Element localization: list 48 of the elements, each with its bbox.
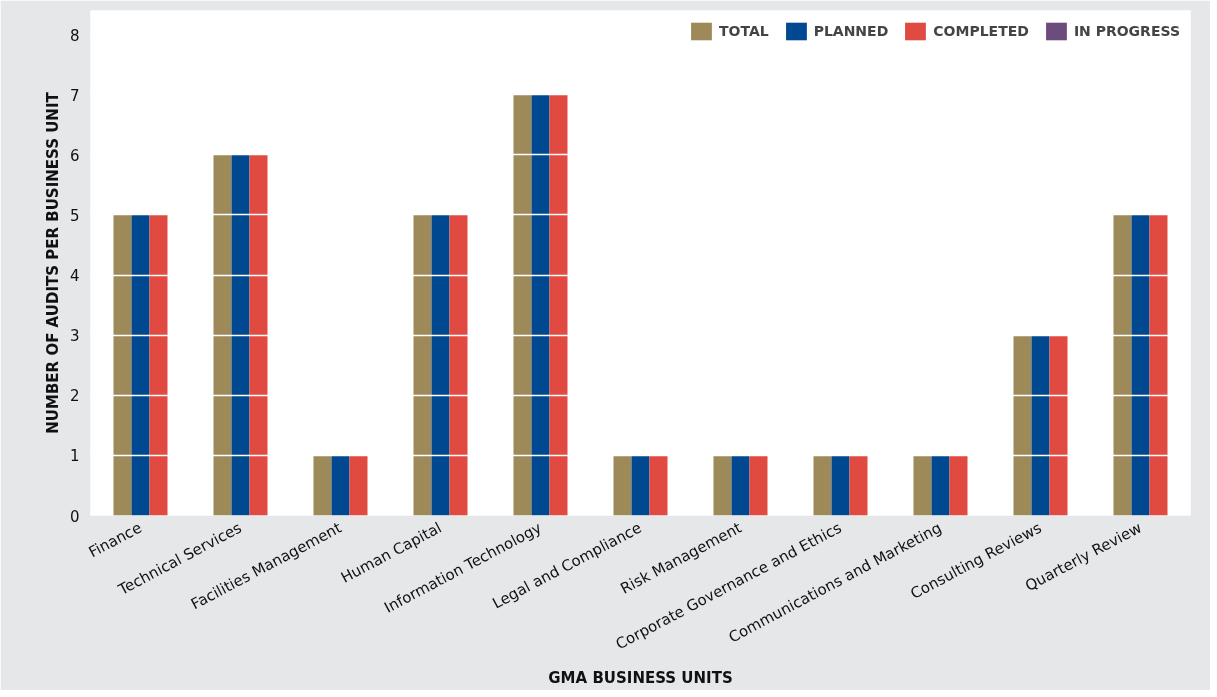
legend-label: PLANNED	[813, 23, 889, 39]
bar	[431, 214, 450, 516]
bar	[1031, 335, 1050, 516]
bar	[531, 94, 550, 516]
bar	[231, 154, 250, 516]
bar	[349, 455, 368, 516]
x-axis-title: GMA BUSINESS UNITS	[548, 669, 733, 688]
bar	[1049, 335, 1068, 516]
y-tick-label: 3	[69, 327, 80, 346]
bar	[713, 455, 732, 516]
y-tick-label: 4	[69, 267, 80, 286]
bar	[749, 455, 768, 516]
bar	[313, 455, 332, 516]
legend-label: IN PROGRESS	[1073, 23, 1180, 39]
bar	[131, 214, 150, 516]
bar	[949, 455, 968, 516]
y-tick-label: 5	[69, 206, 80, 225]
bar	[1131, 214, 1150, 516]
legend-label: TOTAL	[718, 23, 769, 39]
bar	[649, 455, 668, 516]
y-tick-label: 1	[69, 447, 80, 466]
bar	[1149, 214, 1168, 516]
y-tick-label: 2	[69, 387, 80, 406]
bar	[449, 214, 468, 516]
bar	[149, 214, 168, 516]
bar	[549, 94, 568, 516]
bar	[1013, 335, 1032, 516]
bar	[513, 94, 532, 516]
bar	[613, 455, 632, 516]
bar	[731, 455, 750, 516]
bar	[413, 214, 432, 516]
y-tick-label: 8	[69, 26, 80, 45]
legend-label: COMPLETED	[933, 23, 1029, 39]
bar	[931, 455, 950, 516]
bar	[1113, 214, 1132, 516]
bar	[831, 455, 850, 516]
bar	[249, 154, 268, 516]
bar	[813, 455, 832, 516]
bar	[849, 455, 868, 516]
bar	[913, 455, 932, 516]
y-tick-label: 6	[69, 146, 80, 165]
y-tick-label: 0	[69, 507, 80, 526]
bar	[113, 214, 132, 516]
y-axis-title: NUMBER OF AUDITS PER BUSINESS UNIT	[43, 91, 62, 434]
bar	[213, 154, 232, 516]
bar	[631, 455, 650, 516]
bar	[331, 455, 350, 516]
y-tick-label: 7	[69, 86, 80, 105]
